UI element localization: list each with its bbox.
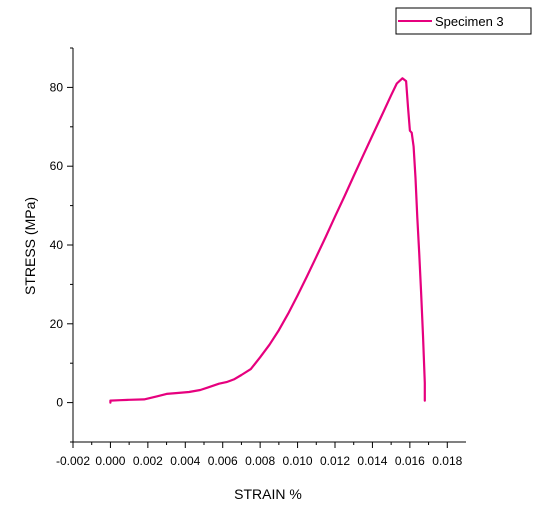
x-tick-label: 0.004: [170, 454, 200, 468]
x-tick-label: 0.010: [283, 454, 313, 468]
x-axis-label: STRAIN %: [234, 486, 302, 502]
y-axis-label: STRESS (MPa): [22, 197, 38, 295]
x-tick-label: 0.012: [320, 454, 350, 468]
y-tick-label: 40: [50, 238, 64, 252]
y-tick-label: 20: [50, 317, 64, 331]
legend: Specimen 3: [395, 7, 532, 35]
series: [109, 77, 426, 404]
legend-label-specimen-3: Specimen 3: [435, 14, 504, 29]
x-tick-label: 0.006: [208, 454, 238, 468]
y-tick-label: 80: [50, 80, 64, 94]
x-tick-label: 0.018: [432, 454, 462, 468]
x-tick-label: -0.002: [56, 454, 90, 468]
x-tick-label: 0.008: [245, 454, 275, 468]
y-tick-label: 60: [50, 159, 64, 173]
y-tick-label: 0: [56, 396, 63, 410]
series-line-specimen-3: [109, 77, 426, 404]
x-tick-label: 0.002: [133, 454, 163, 468]
x-tick-label: 0.000: [95, 454, 125, 468]
x-tick-label: 0.014: [357, 454, 387, 468]
ticks: -0.002 0.000 0.002 0.004 0.006 0.008 0.010 0.01…: [50, 47, 463, 468]
x-tick-label: 0.016: [395, 454, 425, 468]
